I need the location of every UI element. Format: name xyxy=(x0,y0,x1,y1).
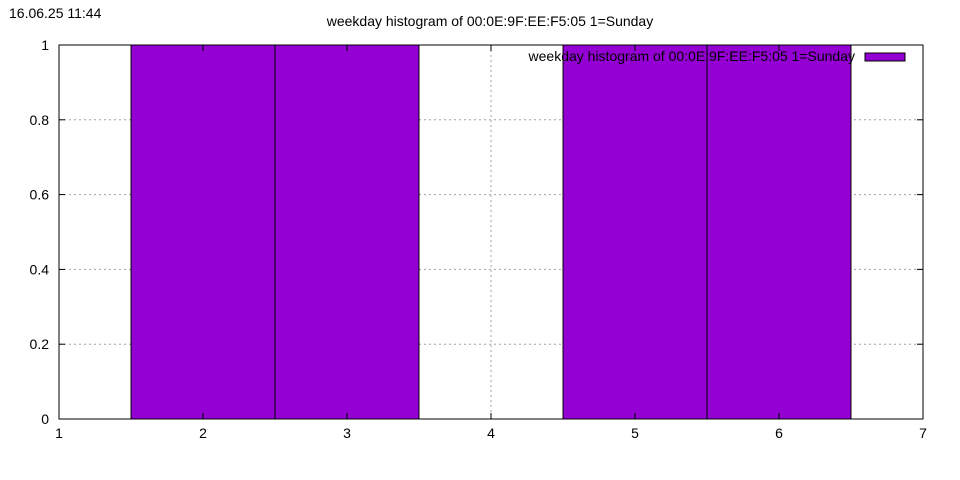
x-tick-label: 3 xyxy=(343,425,351,441)
y-tick-label: 0.8 xyxy=(30,112,50,128)
x-tick-label: 5 xyxy=(631,425,639,441)
x-tick-label: 1 xyxy=(55,425,63,441)
x-tick-label: 4 xyxy=(487,425,495,441)
histogram-bar xyxy=(130,44,276,420)
y-tick-label: 0.6 xyxy=(30,187,50,203)
legend-label: weekday histogram of 00:0E:9F:EE:F5:05 1… xyxy=(528,48,855,64)
y-tick-label: 0.2 xyxy=(30,336,50,352)
x-tick-label: 7 xyxy=(919,425,927,441)
histogram-bar xyxy=(274,44,420,420)
chart-title: weekday histogram of 00:0E:9F:EE:F5:05 1… xyxy=(326,13,653,29)
y-tick-label: 0.4 xyxy=(30,261,50,277)
x-tick-label: 6 xyxy=(775,425,783,441)
y-tick-label: 0 xyxy=(41,411,49,427)
legend-swatch xyxy=(864,52,906,62)
axis-ticks: 1 2 3 4 5 6 7 0 0.2 0.4 0.6 0.8 1 xyxy=(30,37,928,441)
timestamp-label: 16.06.25 11:44 xyxy=(9,5,102,21)
legend: weekday histogram of 00:0E:9F:EE:F5:05 1… xyxy=(528,48,906,64)
histogram-bar xyxy=(562,44,708,420)
histogram-bar xyxy=(706,44,852,420)
y-tick-label: 1 xyxy=(41,37,49,53)
x-tick-label: 2 xyxy=(199,425,207,441)
